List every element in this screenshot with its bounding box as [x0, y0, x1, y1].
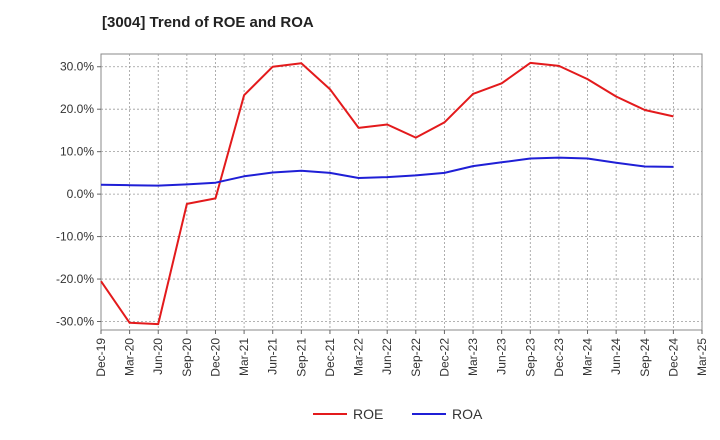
x-tick-label: Jun-24 [609, 338, 623, 375]
x-tick-label: Dec-19 [94, 338, 108, 377]
x-tick-label: Mar-22 [352, 338, 366, 376]
y-tick-label: -10.0% [56, 230, 94, 244]
x-tick-label: Sep-22 [409, 338, 423, 377]
x-tick-label: Mar-21 [237, 338, 251, 376]
x-tick-label: Sep-23 [523, 338, 537, 377]
x-tick-label: Mar-20 [123, 338, 137, 376]
y-tick-label: -30.0% [56, 315, 94, 329]
x-tick-label: Jun-21 [266, 338, 280, 375]
grid [101, 54, 702, 330]
series [100, 61, 674, 326]
y-tick-label: 10.0% [60, 145, 94, 159]
x-tick-label: Jun-23 [495, 338, 509, 375]
legend-label-roa: ROA [452, 406, 483, 422]
y-tick-label: -20.0% [56, 272, 94, 286]
plot-area [100, 53, 703, 331]
series-line-roa [100, 156, 674, 187]
y-tick-label: 0.0% [67, 187, 95, 201]
x-tick-label: Dec-20 [208, 338, 222, 377]
series-line-roe [100, 61, 674, 326]
x-tick-label: Mar-24 [581, 338, 595, 376]
chart-title: [3004] Trend of ROE and ROA [102, 14, 314, 31]
x-tick-label: Sep-21 [294, 338, 308, 377]
x-tick-label: Dec-21 [323, 338, 337, 377]
x-tick-label: Dec-23 [552, 338, 566, 377]
legend-label-roe: ROE [353, 406, 383, 422]
legend: ROE ROA [313, 406, 483, 422]
y-axis: -30.0% -20.0% -10.0% 0.0% 10.0% 20.0% 30.0% [56, 60, 101, 329]
x-tick-label: Dec-22 [437, 338, 451, 377]
x-tick-label: Mar-23 [466, 338, 480, 376]
y-tick-label: 30.0% [60, 60, 94, 74]
x-tick-label: Jun-20 [151, 338, 165, 375]
x-tick-label: Dec-24 [666, 338, 680, 377]
x-tick-label: Sep-24 [638, 338, 652, 377]
x-tick-label: Mar-25 [695, 338, 709, 376]
x-tick-label: Jun-22 [380, 338, 394, 375]
x-axis: Dec-19 Mar-20 Jun-20 Sep-20 Dec-20 Mar-21 Jun-… [94, 330, 709, 377]
y-tick-label: 20.0% [60, 102, 94, 116]
x-tick-label: Sep-20 [180, 338, 194, 377]
